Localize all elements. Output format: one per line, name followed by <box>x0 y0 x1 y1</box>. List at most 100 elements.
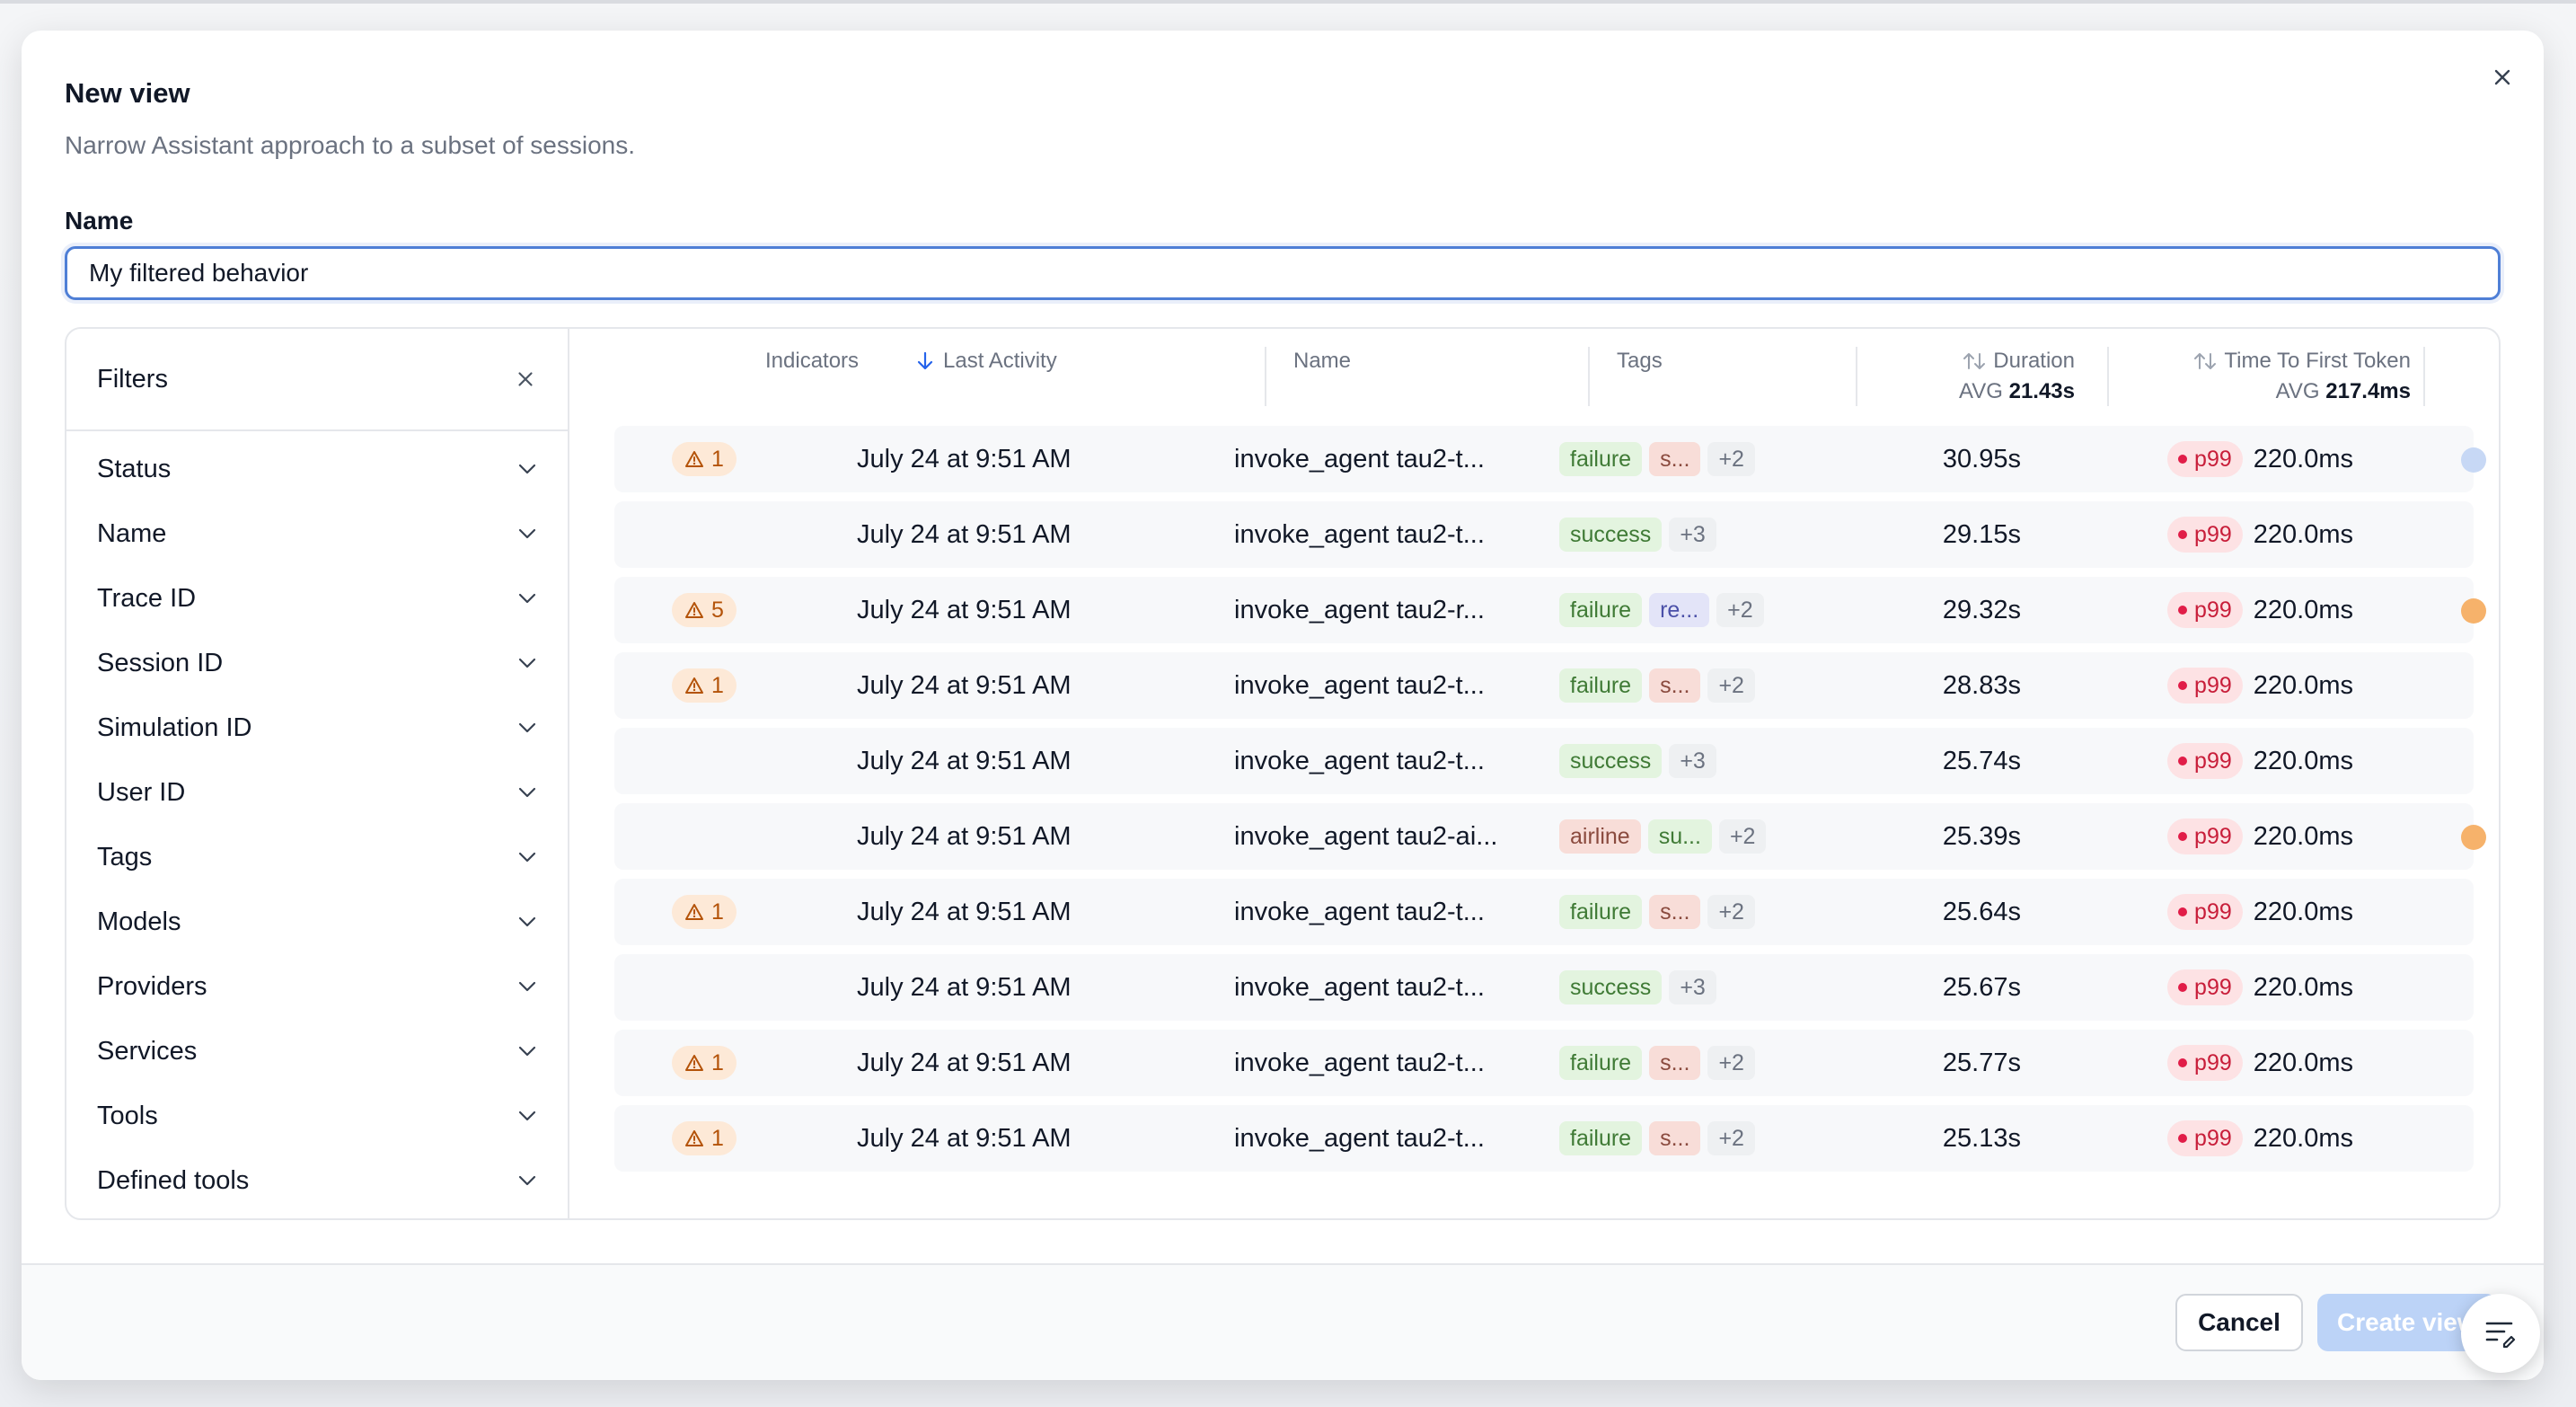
filter-item[interactable]: Services <box>66 1019 568 1084</box>
tag-badge: failure <box>1559 593 1643 627</box>
ttft-value: 220.0ms <box>2253 746 2353 775</box>
table-header: Indicators Last Activity Name Tags <box>569 329 2499 422</box>
name-cell: invoke_agent tau2-t... <box>1234 1048 1485 1077</box>
column-indicators[interactable]: Indicators <box>765 349 860 373</box>
column-tags[interactable]: Tags <box>1617 349 1663 373</box>
tag-badge: +2 <box>1716 593 1764 627</box>
filter-item[interactable]: User ID <box>66 760 568 825</box>
filter-item[interactable]: Session ID <box>66 631 568 695</box>
table-row[interactable]: 1 July 24 at 9:51 AM invoke_agent tau2-t..… <box>614 426 2486 492</box>
p99-badge: p99 <box>2167 592 2243 628</box>
chevron-down-icon <box>518 464 536 474</box>
p99-badge: p99 <box>2167 1045 2243 1081</box>
table-row[interactable]: 1 July 24 at 9:51 AM invoke_agent tau2-t..… <box>614 652 2474 719</box>
warning-triangle-icon <box>685 904 703 920</box>
tag-badge: success <box>1559 970 1663 1004</box>
duration-cell: 25.13s <box>1942 1123 2021 1153</box>
chevron-down-icon <box>518 1175 536 1186</box>
duration-cell: 28.83s <box>1942 670 2021 700</box>
tag-badge: s... <box>1649 668 1701 703</box>
p99-label: p99 <box>2194 446 2232 472</box>
filters-sidebar: Filters Status Name Trace ID Session ID Simu… <box>66 329 569 1218</box>
p99-badge: p99 <box>2167 819 2243 854</box>
filter-item[interactable]: Name <box>66 501 568 566</box>
ttft-avg-value: 217.4ms <box>2325 379 2411 403</box>
warning-triangle-icon <box>685 602 703 618</box>
p99-badge: p99 <box>2167 441 2243 477</box>
avg-label: AVG <box>1959 379 2003 403</box>
tag-badge: s... <box>1649 895 1701 929</box>
table-row[interactable]: 1 July 24 at 9:51 AM invoke_agent tau2-t..… <box>614 1105 2474 1172</box>
filter-item[interactable]: Trace ID <box>66 566 568 631</box>
ttft-value: 220.0ms <box>2253 1048 2353 1077</box>
warning-count: 1 <box>711 446 724 472</box>
table-row[interactable]: 1 July 24 at 9:51 AM invoke_agent tau2-t..… <box>614 879 2474 945</box>
warning-badge: 1 <box>672 668 737 703</box>
table-row[interactable]: 1 July 24 at 9:51 AM invoke_agent tau2-t..… <box>614 1030 2474 1096</box>
warning-count: 1 <box>711 1049 724 1075</box>
name-input[interactable] <box>65 246 2501 300</box>
chevron-down-icon <box>518 658 536 668</box>
p99-label: p99 <box>2194 898 2232 925</box>
ttft-value: 220.0ms <box>2253 444 2353 473</box>
column-ttft[interactable]: Time To First Token AVG 217.4ms <box>2123 349 2411 404</box>
filter-edit-floating-button[interactable] <box>2461 1294 2540 1373</box>
tag-badge: failure <box>1559 442 1643 476</box>
indicator-cell: 1 <box>672 652 780 719</box>
filter-item-label: User ID <box>97 777 186 807</box>
duration-cell: 25.77s <box>1942 1048 2021 1077</box>
p99-label: p99 <box>2194 1125 2232 1151</box>
tag-badge: +2 <box>1707 1121 1755 1155</box>
tag-badge: +2 <box>1718 819 1767 854</box>
table-row[interactable]: July 24 at 9:51 AM invoke_agent tau2-t...… <box>614 728 2474 794</box>
filter-item[interactable]: Providers <box>66 954 568 1019</box>
cancel-button[interactable]: Cancel <box>2175 1294 2303 1351</box>
name-cell: invoke_agent tau2-t... <box>1234 972 1485 1002</box>
filter-item[interactable]: Defined tools <box>66 1148 568 1213</box>
ttft-cell: p99 220.0ms <box>2141 652 2353 719</box>
last-activity-cell: July 24 at 9:51 AM <box>857 670 1072 700</box>
tag-badge: s... <box>1649 442 1701 476</box>
tag-badge: su... <box>1647 819 1712 854</box>
new-view-dialog: New view Narrow Assistant approach to a … <box>22 31 2544 1380</box>
ttft-cell: p99 220.0ms <box>2141 879 2353 945</box>
column-last-activity[interactable]: Last Activity <box>916 349 1057 374</box>
table-row[interactable]: July 24 at 9:51 AM invoke_agent tau2-t...… <box>614 501 2474 568</box>
ttft-cell: p99 220.0ms <box>2141 803 2353 870</box>
tag-badge: s... <box>1649 1121 1701 1155</box>
column-divider <box>1265 347 1266 406</box>
column-duration[interactable]: Duration AVG 21.43s <box>1877 349 2075 404</box>
sort-icon <box>1963 353 1986 369</box>
clear-filters-button[interactable] <box>514 367 537 391</box>
p99-label: p99 <box>2194 974 2232 1000</box>
filter-item-label: Name <box>97 518 167 548</box>
warning-badge: 1 <box>672 1046 737 1080</box>
filter-item[interactable]: Tools <box>66 1084 568 1148</box>
filter-item[interactable]: Simulation ID <box>66 695 568 760</box>
last-activity-cell: July 24 at 9:51 AM <box>857 519 1072 549</box>
view-builder-panel: Filters Status Name Trace ID Session ID Simu… <box>65 327 2501 1220</box>
table-row[interactable]: July 24 at 9:51 AM invoke_agent tau2-ai..… <box>614 803 2486 870</box>
status-dot <box>2178 757 2188 765</box>
tags-cell: failure re... +2 <box>1559 577 1771 643</box>
table-row[interactable]: 5 July 24 at 9:51 AM invoke_agent tau2-r..… <box>614 577 2486 643</box>
chevron-down-icon <box>518 1046 536 1057</box>
last-activity-cell: July 24 at 9:51 AM <box>857 595 1072 624</box>
tag-badge: +2 <box>1707 668 1755 703</box>
filter-item[interactable]: Status <box>66 437 568 501</box>
column-duration-label: Duration <box>1993 349 2075 373</box>
column-last-activity-label: Last Activity <box>943 349 1057 373</box>
column-divider <box>2107 347 2109 406</box>
column-name[interactable]: Name <box>1293 349 1352 373</box>
tags-cell: failure s... +2 <box>1559 1105 1762 1172</box>
close-dialog-button[interactable] <box>2483 58 2522 97</box>
p99-label: p99 <box>2194 672 2232 698</box>
filter-item[interactable]: Models <box>66 889 568 954</box>
dialog-subtitle: Narrow Assistant approach to a subset of… <box>65 131 635 159</box>
tag-badge: success <box>1559 518 1663 552</box>
tags-cell: airline su... +2 <box>1559 803 1773 870</box>
filter-item[interactable]: Tags <box>66 825 568 889</box>
table-row[interactable]: July 24 at 9:51 AM invoke_agent tau2-t...… <box>614 954 2474 1021</box>
tag-badge: airline <box>1559 819 1641 854</box>
duration-cell: 25.39s <box>1942 821 2021 851</box>
